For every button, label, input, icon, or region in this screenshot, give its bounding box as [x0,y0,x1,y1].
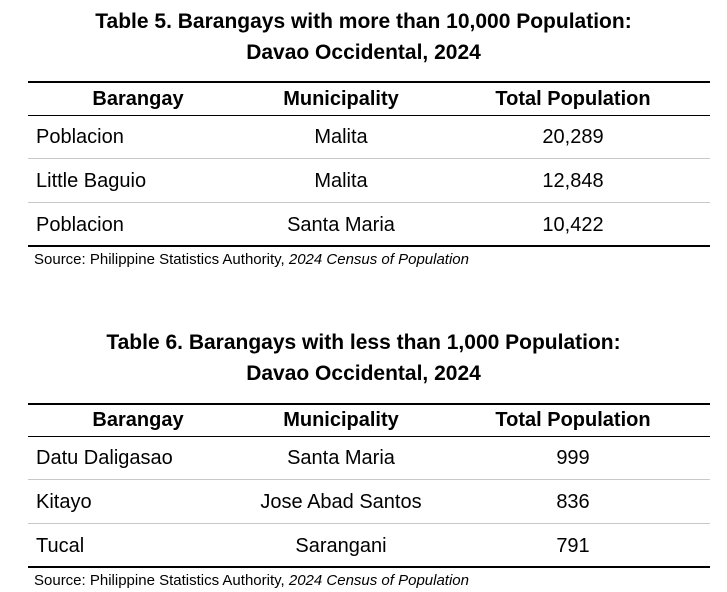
cell-total-population: 836 [556,491,590,513]
table-6-title: Table 6. Barangays with less than 1,000 … [0,327,727,389]
header-municipality: Municipality [283,409,399,431]
table-row: Poblacion Malita 20,289 [28,115,710,159]
header-rule [28,436,710,437]
source-title: 2024 Census of Population [288,251,469,268]
header-municipality: Municipality [283,88,399,110]
row-divider [28,202,710,203]
table-row: Poblacion Santa Maria 10,422 [28,203,710,247]
cell-barangay: Poblacion [36,214,124,236]
cell-barangay: Kitayo [36,491,92,513]
table-row: Tucal Sarangani 791 [28,524,710,568]
cell-municipality: Malita [314,126,368,148]
table-bottom-rule [28,566,710,568]
cell-municipality: Santa Maria [287,447,395,469]
table-header-row: Barangay Municipality Total Population [28,77,710,121]
table-top-rule [28,403,710,405]
table-header-row: Barangay Municipality Total Population [28,398,710,442]
table-bottom-rule [28,245,710,247]
cell-municipality: Sarangani [295,535,387,557]
table-row: Kitayo Jose Abad Santos 836 [28,480,710,524]
source-prefix: Source: Philippine Statistics Authority, [34,251,289,268]
source-note: Source: Philippine Statistics Authority,… [34,571,469,591]
cell-barangay: Little Baguio [36,170,147,192]
header-rule [28,115,710,116]
row-divider [28,523,710,524]
header-barangay: Barangay [92,88,184,110]
cell-municipality: Jose Abad Santos [260,491,422,513]
source-note: Source: Philippine Statistics Authority,… [34,250,469,270]
table-title-line2: Davao Occidental, 2024 [246,41,481,64]
cell-barangay: Datu Daligasao [36,447,173,469]
table-row: Little Baguio Malita 12,848 [28,159,710,203]
table-top-rule [28,81,710,83]
cell-total-population: 791 [556,535,590,557]
header-total-population: Total Population [495,88,651,110]
cell-barangay: Poblacion [36,126,124,148]
source-title: 2024 Census of Population [288,572,469,589]
cell-total-population: 999 [556,447,590,469]
cell-total-population: 10,422 [542,214,604,236]
table-5-title: Table 5. Barangays with more than 10,000… [0,6,727,68]
cell-municipality: Malita [314,170,368,192]
table-title-line2: Davao Occidental, 2024 [246,362,481,385]
cell-total-population: 12,848 [542,170,604,192]
row-divider [28,158,710,159]
table-row: Datu Daligasao Santa Maria 999 [28,436,710,480]
cell-municipality: Santa Maria [287,214,395,236]
row-divider [28,479,710,480]
header-total-population: Total Population [495,409,651,431]
source-prefix: Source: Philippine Statistics Authority, [34,572,289,589]
header-barangay: Barangay [92,409,184,431]
table-title-line1: Table 6. Barangays with less than 1,000 … [106,331,621,354]
cell-barangay: Tucal [36,535,85,557]
table-title-line1: Table 5. Barangays with more than 10,000… [95,10,632,33]
cell-total-population: 20,289 [542,126,604,148]
